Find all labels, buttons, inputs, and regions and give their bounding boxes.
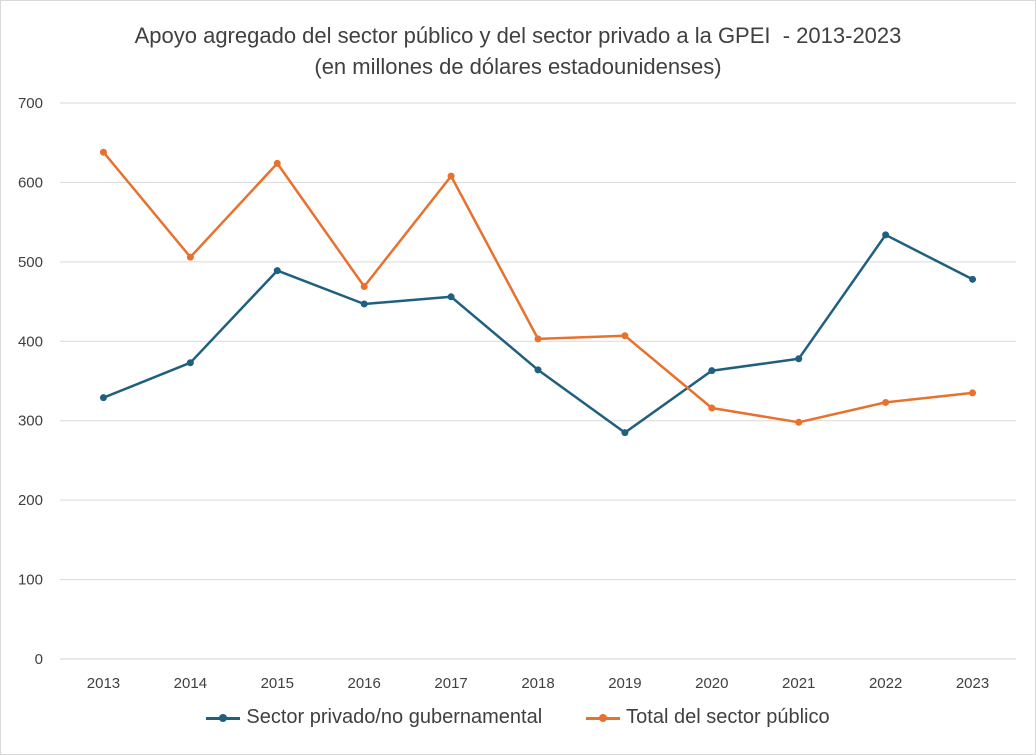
data-point-1-2013 — [99, 148, 107, 156]
y-tick-label-400: 400 — [18, 333, 43, 350]
data-point-1-2018 — [534, 335, 542, 343]
data-point-0-2015 — [273, 267, 281, 275]
data-point-0-2023 — [969, 275, 977, 283]
data-point-0-2019 — [621, 429, 629, 437]
x-tick-label-2015: 2015 — [261, 675, 294, 692]
x-tick-label-2016: 2016 — [347, 675, 380, 692]
legend-label-public: Total del sector público — [626, 706, 830, 728]
series-line-0 — [102, 233, 974, 434]
series-line-1 — [102, 150, 974, 424]
x-tick-label-2013: 2013 — [87, 675, 120, 692]
data-point-0-2020 — [708, 367, 716, 375]
x-tick-label-2018: 2018 — [521, 675, 554, 692]
legend-label-private: Sector privado/no gubernamental — [246, 706, 543, 728]
y-tick-label-200: 200 — [18, 492, 43, 509]
y-tick-label-700: 700 — [18, 95, 43, 112]
data-point-1-2016 — [360, 282, 368, 290]
data-point-0-2021 — [795, 355, 803, 363]
y-tick-label-500: 500 — [18, 254, 43, 271]
x-tick-label-2023: 2023 — [956, 675, 989, 692]
chart-title-line-1: Apoyo agregado del sector público y del … — [134, 23, 902, 48]
data-point-1-2017 — [447, 172, 455, 180]
legend-item-private: Sector privado/no gubernamental — [206, 706, 542, 729]
line-chart: 0 100 200 300 400 500 600 700 2013 2014 2015 2016 20… — [18, 95, 1016, 692]
data-point-0-2017 — [447, 293, 455, 301]
data-point-0-2014 — [186, 359, 194, 367]
data-point-0-2018 — [534, 366, 542, 374]
x-tick-label-2017: 2017 — [434, 675, 467, 692]
data-point-1-2014 — [186, 253, 194, 261]
data-point-1-2019 — [621, 332, 629, 340]
data-point-0-2022 — [882, 231, 890, 239]
legend-item-public: Total del sector público — [586, 706, 830, 729]
legend-marker-private — [206, 712, 241, 724]
data-point-0-2016 — [360, 300, 368, 308]
legend-marker-public — [586, 712, 621, 724]
y-tick-label-300: 300 — [18, 413, 43, 430]
y-tick-label-600: 600 — [18, 174, 43, 191]
data-point-1-2021 — [795, 418, 803, 426]
data-point-1-2015 — [273, 159, 281, 167]
x-tick-label-2022: 2022 — [869, 675, 902, 692]
chart-title: Apoyo agregado del sector público y del … — [0, 20, 1036, 82]
data-point-1-2022 — [882, 398, 890, 406]
x-tick-label-2014: 2014 — [174, 675, 207, 692]
x-tick-label-2020: 2020 — [695, 675, 728, 692]
chart-legend: Sector privado/no gubernamental Total de… — [0, 706, 1036, 729]
data-point-0-2013 — [99, 394, 107, 402]
y-tick-label-0: 0 — [35, 651, 43, 668]
chart-title-line-2: (en millones de dólares estadounidenses) — [314, 54, 722, 79]
x-tick-label-2019: 2019 — [608, 675, 641, 692]
data-point-1-2023 — [969, 389, 977, 397]
y-tick-label-100: 100 — [18, 572, 43, 589]
x-tick-label-2021: 2021 — [782, 675, 815, 692]
data-point-1-2020 — [708, 404, 716, 412]
